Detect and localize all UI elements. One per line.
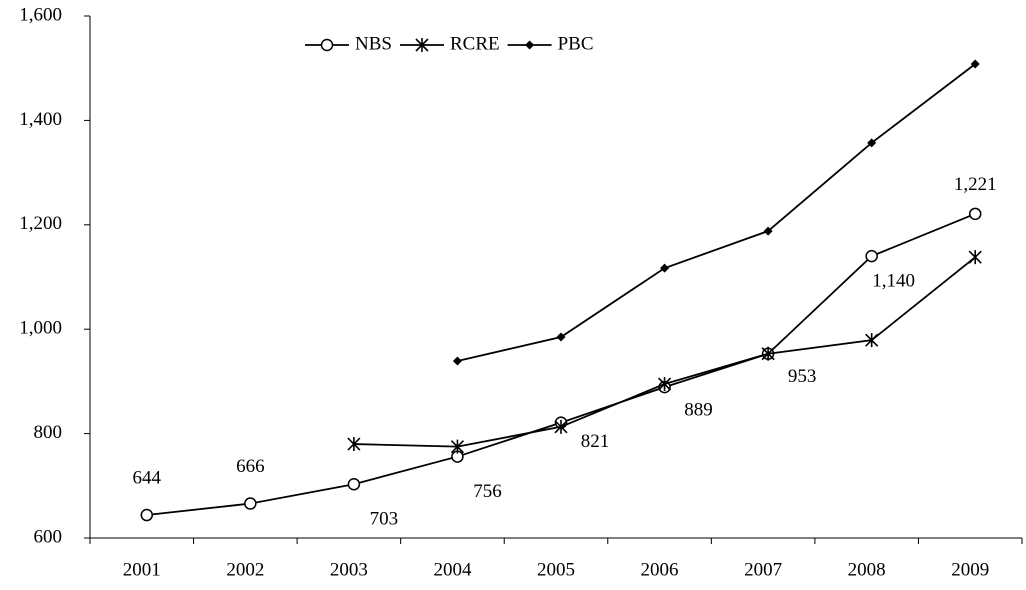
data-label: 821 — [581, 431, 610, 452]
marker — [525, 40, 535, 50]
x-tick-label: 2001 — [123, 559, 161, 580]
legend-label: PBC — [558, 33, 594, 54]
legend: NBS RCRE PBC — [305, 33, 594, 54]
x-tick-label: 2006 — [641, 559, 679, 580]
series-line — [146, 213, 976, 516]
series: 644 666 703 756 821 889 953 1,140 1,221 — [133, 174, 997, 529]
legend-label: NBS — [355, 33, 392, 54]
marker — [968, 207, 982, 221]
x-tick-label: 2002 — [226, 559, 264, 580]
marker — [347, 437, 361, 452]
data-label: 666 — [236, 456, 265, 477]
marker — [244, 497, 257, 510]
data-label: 703 — [370, 509, 399, 530]
marker — [763, 226, 773, 236]
marker — [657, 377, 672, 392]
marker — [415, 38, 429, 52]
marker — [865, 333, 879, 348]
y-tick-label: 1,000 — [19, 318, 62, 339]
marker — [556, 332, 566, 342]
legend-label: RCRE — [450, 33, 500, 54]
marker — [660, 263, 670, 273]
marker — [450, 439, 465, 454]
x-tick-label: 2005 — [537, 559, 575, 580]
y-tick-label: 600 — [34, 526, 63, 547]
series — [452, 59, 980, 366]
marker — [320, 38, 334, 52]
marker — [554, 419, 568, 434]
marker — [347, 477, 361, 491]
y-tick-label: 1,200 — [19, 213, 62, 234]
data-label: 1,140 — [872, 270, 915, 291]
y-tick-label: 1,400 — [19, 109, 62, 130]
marker — [968, 250, 982, 265]
marker — [452, 356, 462, 366]
series — [347, 250, 982, 454]
x-tick-label: 2004 — [433, 559, 472, 580]
marker — [761, 346, 775, 361]
marker — [970, 59, 980, 69]
series-line — [457, 63, 976, 362]
data-label: 953 — [788, 366, 817, 387]
data-label: 889 — [684, 400, 713, 421]
data-label: 756 — [473, 481, 502, 502]
x-tick-label: 2009 — [951, 559, 989, 580]
x-tick-label: 2003 — [330, 559, 368, 580]
marker — [140, 508, 154, 522]
y-tick-label: 1,600 — [19, 4, 62, 25]
x-tick-label: 2007 — [744, 559, 782, 580]
y-tick-label: 800 — [34, 422, 63, 443]
marker — [867, 138, 877, 148]
marker — [865, 249, 878, 263]
data-label: 644 — [133, 467, 162, 488]
x-tick-label: 2008 — [848, 559, 886, 580]
data-label: 1,221 — [954, 174, 997, 195]
